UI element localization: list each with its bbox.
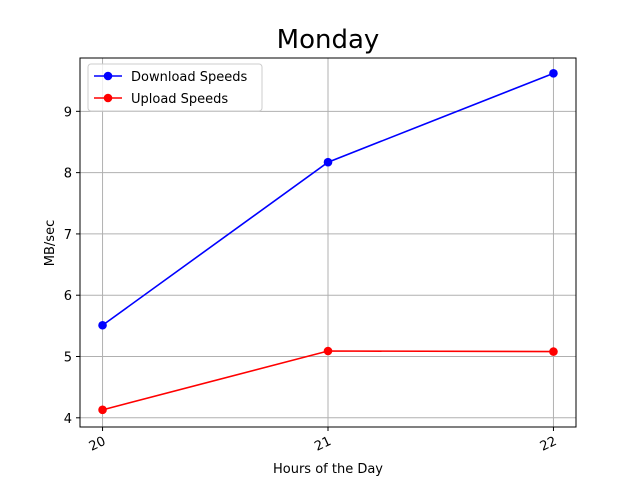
y-tick-label: 5 [64,351,72,366]
y-tick-label: 4 [64,412,72,427]
upload-speeds-point [323,346,333,356]
y-tick-label: 7 [64,228,72,243]
download-speeds-point [98,320,107,330]
download-speeds-point [549,69,558,78]
y-tick-label: 8 [64,167,72,182]
legend-marker-download-speeds [103,71,113,81]
x-tick-label: 20 [87,434,108,455]
legend-box [87,63,263,112]
legend-marker-upload-speeds [103,93,113,103]
y-tick-label: 9 [64,105,72,120]
chart-title: Monday [277,25,380,55]
legend: Download Speeds Upload Speeds [87,63,263,112]
x-tick-label: 21 [312,434,333,455]
download-speeds-point [323,157,333,167]
y-tick-label: 6 [64,289,72,304]
x-axis-label: Hours of the Day [273,462,383,477]
upload-speeds-point [549,347,558,356]
x-tick-label: 22 [538,434,559,455]
axis-ticks: 20 21 22 4 5 6 7 8 9 [64,105,559,454]
legend-label-download-speeds: Download Speeds [131,70,248,85]
y-axis-label: MB/sec [43,220,58,266]
legend-label-upload-speeds: Upload Speeds [131,92,228,107]
upload-speeds-point [98,405,107,415]
series-group [98,69,558,415]
